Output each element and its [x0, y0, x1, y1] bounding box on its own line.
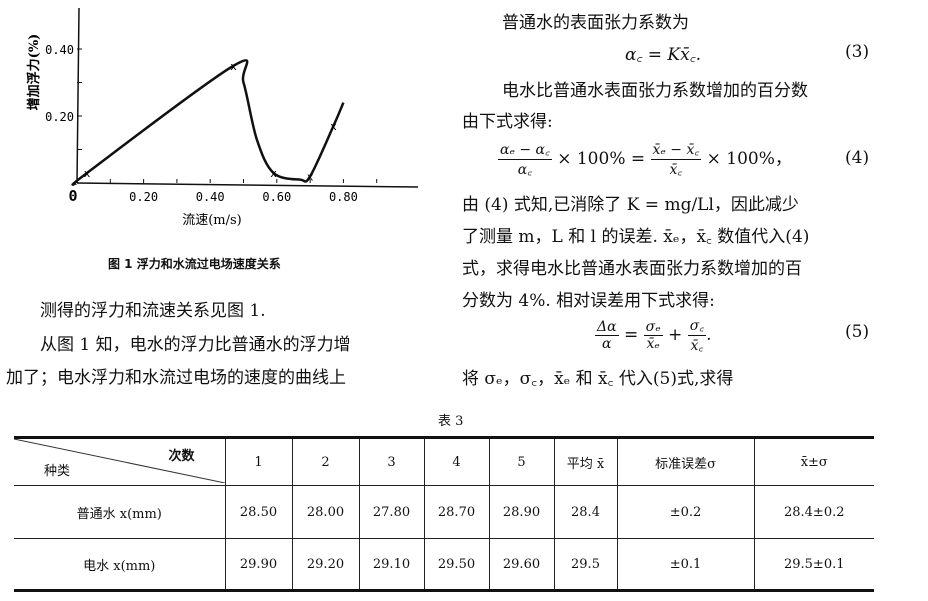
fraction-numerator: x̄ₑ − x̄꜀: [650, 142, 702, 160]
table-cell: 29.50: [423, 538, 489, 592]
column-header: 4: [423, 436, 489, 486]
fraction-denominator: α: [602, 336, 612, 352]
data-point-marker: x: [330, 120, 337, 133]
data-point-marker: x: [270, 167, 277, 180]
table-cell: 28.4±0.2: [753, 485, 874, 539]
data-point-marker: x: [230, 60, 237, 73]
right-text-line: 将 σₑ，σ꜀，x̄ₑ 和 x̄꜀ 代入(5)式,求得: [462, 369, 734, 389]
right-text-line: 由下式求得:: [462, 112, 553, 132]
right-text-line: 由 (4) 式知,已消除了 K = mg/Ll，因此减少: [462, 195, 799, 215]
table-cell: 29.5±0.1: [753, 538, 874, 592]
x-tick-label: 0.40: [196, 190, 225, 204]
table-cell: 28.70: [423, 485, 489, 539]
row-label: 普通水 x(mm): [14, 485, 225, 539]
x-tick-label: 0.60: [262, 190, 291, 204]
table-cell: 28.50: [224, 485, 292, 539]
equation-text: × 100%，: [706, 149, 792, 169]
fraction-denominator: x̄ₑ: [646, 336, 660, 352]
equation-number: (3): [845, 42, 870, 62]
column-header: 3: [358, 436, 424, 486]
right-text-line: 式，求得电水比普通水表面张力系数增加的百: [462, 259, 802, 279]
corner-cell: 次数 种类: [14, 436, 225, 486]
table-header-row: 次数 种类 1 2 3 4 5 平均 x̄ 标准误差σ x̄±σ: [14, 436, 874, 486]
table-cell: 29.5: [553, 538, 617, 592]
x-tick-label: 0.80: [329, 190, 358, 204]
table-row: 电水 x(mm) 29.90 29.20 29.10 29.50 29.60 2…: [14, 538, 874, 592]
column-header: 2: [291, 436, 359, 486]
fraction-numerator: αₑ − α꜀: [498, 142, 552, 160]
data-curve: [71, 59, 345, 186]
diagonal-divider: [14, 439, 225, 483]
data-point-marker: x: [307, 170, 314, 183]
left-paragraph-line: 加了；电水浮力和水流过电场的速度的曲线上: [6, 368, 346, 388]
corner-label-bottom: 种类: [44, 464, 71, 479]
x-tick-label: 0: [68, 187, 77, 205]
right-text-line: 电水比普通水表面张力系数增加的百分数: [502, 81, 808, 101]
figure-1-chart: 0 0.20 0.40 0.60 0.80 0.20 0.40 流速(m/s) 增加浮力(%) x…: [26, 7, 419, 228]
x-axis: [76, 182, 419, 188]
figure-caption: 图 1 浮力和水流过电场速度关系: [108, 257, 281, 271]
row-label: 电水 x(mm): [14, 538, 225, 592]
left-paragraph-line: 从图 1 知，电水的浮力比普通水的浮力增: [40, 335, 351, 355]
y-tick-label: 0.40: [45, 43, 74, 57]
fraction-numerator: Δα: [595, 319, 619, 336]
table-cell: 29.90: [224, 538, 292, 592]
table-cell: 29.20: [291, 538, 359, 592]
table-row: 普通水 x(mm) 28.50 28.00 27.80 28.70 28.90 …: [14, 485, 874, 539]
y-tick-label: 0.20: [45, 110, 74, 124]
table-cell: 27.80: [358, 485, 424, 539]
equation-4: αₑ − α꜀ α꜀ × 100% = x̄ₑ − x̄꜀ x̄꜀ × 100%，: [498, 140, 792, 179]
column-header: 5: [488, 436, 554, 486]
x-tick-label: 0.20: [129, 190, 158, 204]
column-header: 平均 x̄: [553, 436, 617, 486]
left-paragraph-line: 测得的浮力和流速关系见图 1.: [40, 301, 266, 321]
table-cell: 28.00: [291, 485, 359, 539]
table-cell: ±0.2: [616, 485, 754, 539]
equation-text: × 100% =: [557, 149, 646, 169]
equation-number: (4): [845, 148, 870, 168]
equation-number: (5): [845, 322, 870, 342]
table-title: 表 3: [438, 414, 464, 429]
right-text-line: 了测量 m，L 和 l 的误差. x̄ₑ，x̄꜀ 数值代入(4): [462, 227, 810, 247]
fraction-denominator: α꜀: [517, 162, 533, 178]
x-axis-label: 流速(m/s): [182, 213, 242, 228]
table-cell: 29.10: [358, 538, 424, 592]
equation-3: α꜀ = Kx̄꜀.: [625, 45, 701, 65]
fraction-numerator: σ꜀: [687, 318, 707, 336]
y-axis: [76, 7, 80, 184]
table-cell: 28.4: [553, 485, 617, 539]
data-table-3: 次数 种类 1 2 3 4 5 平均 x̄ 标准误差σ x̄±σ 普通水 x(m…: [14, 436, 874, 592]
y-axis-label: 增加浮力(%): [26, 34, 42, 111]
fraction-denominator: x̄꜀: [669, 162, 683, 178]
right-text-line: 分数为 4%. 相对误差用下式求得:: [462, 291, 715, 311]
right-text-line: 普通水的表面张力系数为: [502, 13, 689, 33]
table-cell: ±0.1: [616, 538, 754, 592]
data-point-marker: x: [84, 167, 91, 180]
fraction-numerator: σₑ: [643, 319, 663, 336]
column-header: 1: [224, 436, 292, 486]
equation-5: Δα α = σₑ x̄ₑ + σ꜀ x̄꜀.: [595, 318, 712, 354]
column-header: x̄±σ: [753, 436, 874, 486]
table-cell: 28.90: [488, 485, 554, 539]
fraction-denominator: x̄꜀: [690, 338, 704, 354]
corner-label-top: 次数: [168, 449, 195, 464]
table-cell: 29.60: [488, 538, 554, 592]
column-header: 标准误差σ: [616, 436, 754, 486]
